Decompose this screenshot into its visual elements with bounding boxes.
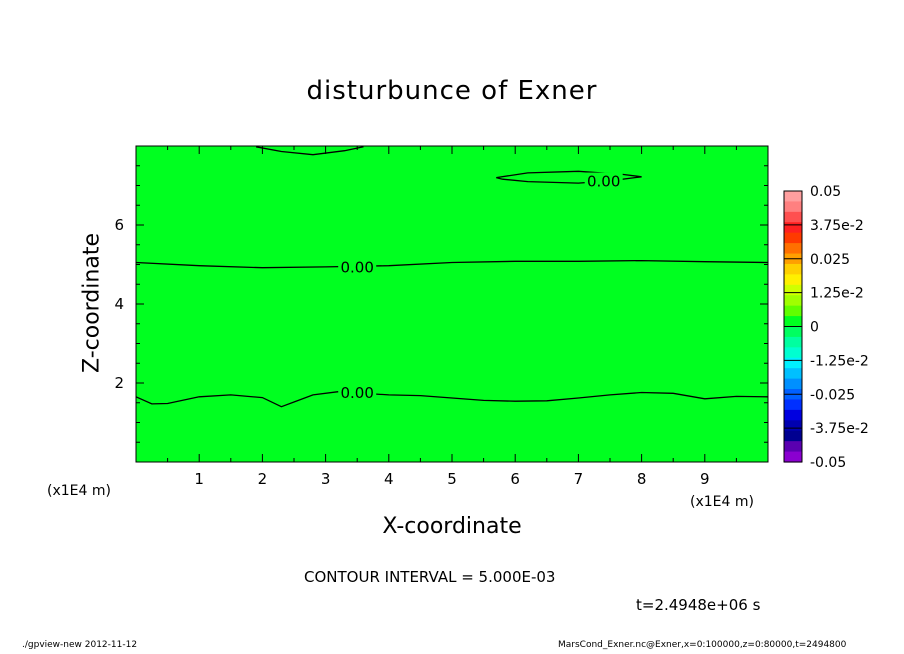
colorbar-swatch — [784, 430, 802, 442]
contour-label: 0.00 — [587, 173, 620, 191]
plot-area-fill — [136, 146, 768, 462]
y-axis-label: Z-coordinate — [79, 233, 105, 373]
x-tick-label: 8 — [637, 470, 647, 488]
contour-labels: 0.00 0.00 0.00 — [338, 172, 623, 402]
colorbar-label: 0.05 — [810, 184, 841, 200]
contour-label: 0.00 — [340, 384, 373, 402]
footer-source-label: MarsCond_Exner.nc@Exner,x=0:100000,z=0:8… — [558, 640, 847, 650]
colorbar-swatch — [784, 399, 802, 411]
contour-line-top-edge — [255, 146, 364, 156]
x-tick-label: 6 — [510, 470, 520, 488]
contour-line-lower — [135, 391, 769, 408]
colorbar-swatch — [784, 347, 802, 359]
colorbar-swatch — [784, 243, 802, 255]
colorbar-label: -0.025 — [810, 387, 855, 403]
colorbar-swatch — [784, 316, 802, 328]
colorbar-swatch — [784, 274, 802, 286]
x-tick-label: 5 — [447, 470, 457, 488]
colorbar: 0.05 3.75e-2 0.025 1.25e-2 0 -1.25e-2 -0.025 -3… — [783, 184, 869, 471]
contour-interval-text: CONTOUR INTERVAL = 5.000E-03 — [304, 568, 556, 586]
contour-line-middle — [135, 259, 769, 269]
colorbar-swatch — [784, 222, 802, 234]
colorbar-swatch — [784, 191, 802, 203]
colorbar-label: -1.25e-2 — [810, 353, 869, 369]
colorbar-swatch — [784, 441, 802, 453]
colorbar-swatch — [784, 305, 802, 317]
x-axis-unit-left: (x1E4 m) — [47, 483, 111, 499]
x-tick-label: 1 — [194, 470, 204, 488]
colorbar-swatch — [784, 378, 802, 390]
colorbar-swatch — [784, 201, 802, 213]
contour-label: 0.00 — [340, 259, 373, 277]
x-tick-label: 7 — [574, 470, 584, 488]
x-axis-unit-right: (x1E4 m) — [690, 494, 754, 510]
colorbar-swatch — [784, 420, 802, 432]
contour-label-bg — [338, 258, 377, 275]
chart-title: disturbunce of Exner — [306, 76, 598, 106]
colorbar-swatch — [784, 232, 802, 244]
contour-lines — [135, 146, 769, 408]
y-tick-label: 2 — [114, 374, 124, 392]
colorbar-swatch — [784, 409, 802, 421]
colorbar-swatch — [784, 211, 802, 223]
colorbar-swatch — [784, 368, 802, 380]
axis-ticks: 1 2 3 4 5 6 7 8 9 2 4 6 — [114, 145, 769, 488]
colorbar-swatch — [784, 357, 802, 369]
colorbar-swatch — [784, 336, 802, 348]
y-tick-label: 4 — [114, 295, 124, 313]
contour-label-bg — [584, 172, 623, 189]
x-tick-label: 4 — [384, 470, 394, 488]
contour-label-bg — [338, 383, 377, 400]
colorbar-label: 3.75e-2 — [810, 218, 864, 234]
colorbar-label: -3.75e-2 — [810, 421, 869, 437]
colorbar-label: 0.025 — [810, 252, 850, 268]
colorbar-label: 1.25e-2 — [810, 286, 864, 302]
contour-line-upper-closed — [496, 170, 642, 184]
y-tick-label: 6 — [114, 216, 124, 234]
colorbar-swatch — [784, 295, 802, 307]
colorbar-label: -0.05 — [810, 455, 846, 471]
x-tick-label: 3 — [321, 470, 331, 488]
colorbar-swatch — [784, 263, 802, 275]
colorbar-swatch — [784, 326, 802, 338]
footer-program-label: ./gpview-new 2012-11-12 — [22, 640, 138, 650]
x-tick-label: 2 — [258, 470, 268, 488]
x-tick-label: 9 — [700, 470, 710, 488]
x-axis-label: X-coordinate — [382, 514, 522, 539]
colorbar-label: 0 — [810, 320, 819, 336]
colorbar-swatch — [784, 284, 802, 296]
colorbar-swatch — [784, 451, 802, 463]
time-label: t=2.4948e+06 s — [636, 596, 761, 614]
